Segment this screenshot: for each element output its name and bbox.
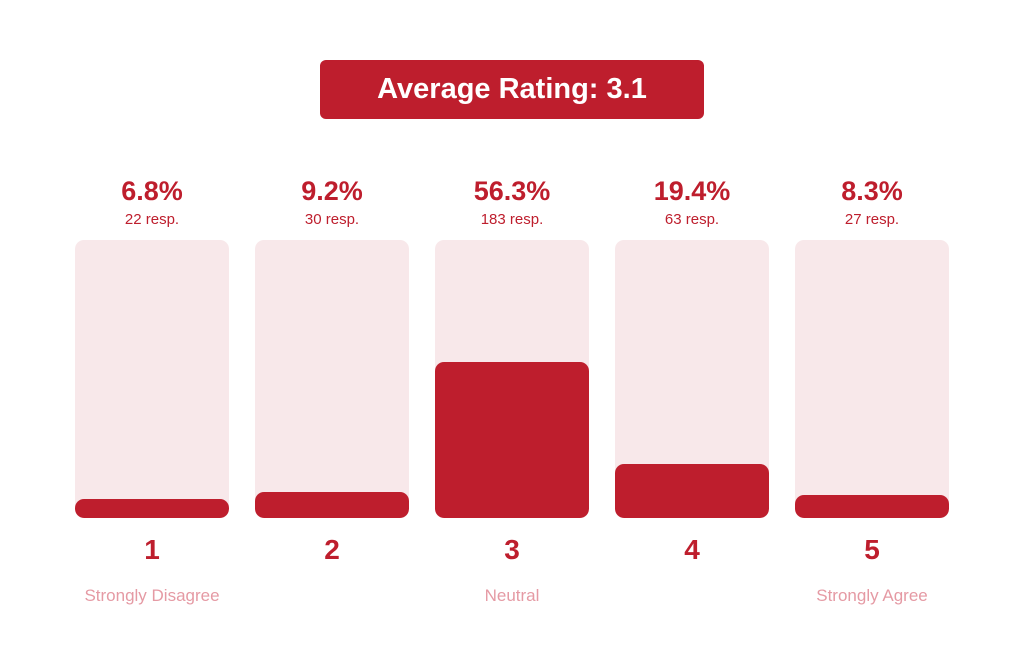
response-count: 30 resp. — [304, 211, 360, 228]
bar-track — [255, 240, 409, 518]
bar-fill — [615, 464, 769, 518]
scale-label: Strongly Disagree — [84, 586, 220, 605]
bar-track — [435, 240, 589, 518]
rating-score: 2 — [324, 534, 340, 565]
percent-label: 56.3% — [473, 176, 551, 206]
rating-score: 5 — [864, 534, 880, 565]
response-count: 22 resp. — [124, 211, 180, 228]
rating-column: 19.4% 63 resp. 4 — [615, 170, 769, 610]
bar-fill — [255, 492, 409, 518]
response-count: 27 resp. — [844, 211, 900, 228]
bar-fill — [435, 361, 589, 518]
response-count: 63 resp. — [664, 211, 720, 228]
rating-score: 4 — [684, 534, 700, 565]
rating-column: 8.3% 27 resp. 5 Strongly Agree — [795, 170, 949, 610]
average-rating-banner: Average Rating: 3.1 — [320, 60, 704, 119]
percent-label: 19.4% — [653, 176, 731, 206]
rating-column: 9.2% 30 resp. 2 — [255, 170, 409, 610]
bar-track — [615, 240, 769, 518]
rating-score: 1 — [144, 534, 160, 565]
percent-label: 6.8% — [121, 176, 183, 206]
percent-label: 8.3% — [841, 176, 903, 206]
bar-track — [75, 240, 229, 518]
percent-label: 9.2% — [301, 176, 363, 206]
response-count: 183 resp. — [480, 211, 544, 228]
bar-track — [795, 240, 949, 518]
bar-fill — [75, 499, 229, 518]
rating-column: 6.8% 22 resp. 1 Strongly Disagree — [75, 170, 229, 610]
rating-column: 56.3% 183 resp. 3 Neutral — [435, 170, 589, 610]
rating-score: 3 — [504, 534, 520, 565]
bar-fill — [795, 494, 949, 518]
scale-label: Neutral — [484, 586, 540, 605]
scale-label: Strongly Agree — [816, 586, 928, 605]
